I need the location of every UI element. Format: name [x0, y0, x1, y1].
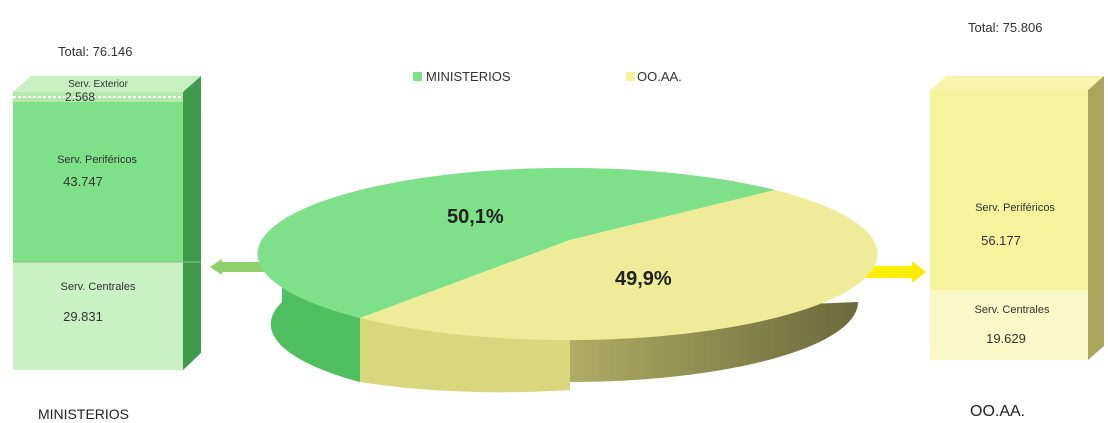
legend-label-ministerios: MINISTERIOS: [426, 69, 511, 84]
pie-label-ministerios: 50,1%: [447, 206, 504, 228]
ministerios-bar-top-face: [13, 76, 201, 92]
ministerios-total: Total: 76.146: [58, 44, 132, 59]
ooaa-segment-perifericos: [930, 90, 1088, 290]
ministerios-bar-title: MINISTERIOS: [38, 406, 129, 422]
ministerios-perifericos-value: 43.747: [63, 174, 103, 189]
legend: MINISTERIOS OO.AA.: [413, 69, 682, 84]
ministerios-segment-centrales: [13, 262, 183, 370]
ooaa-segment-centrales: [930, 290, 1088, 360]
pie-slice-ooaa: [360, 190, 878, 341]
pie-side-ministerios: [270, 240, 360, 382]
ooaa-total: Total: 75.806: [968, 20, 1042, 35]
ooaa-bar-top-face: [930, 76, 1104, 90]
pie-slice-ministerios: [257, 167, 775, 318]
ooaa-perifericos-value: 56.177: [981, 233, 1021, 248]
legend-swatch-ministerios: [413, 72, 422, 81]
legend-label-ooaa: OO.AA.: [637, 69, 682, 84]
ministerios-exterior-value: 2.568: [65, 90, 95, 104]
ministerios-perifericos-name: Serv. Periféricos: [57, 154, 137, 166]
ministerios-bar: [13, 76, 201, 370]
ooaa-centrales-name: Serv. Centrales: [975, 304, 1050, 316]
ooaa-bar: [930, 76, 1104, 360]
ministerios-centrales-name: Serv. Centrales: [61, 281, 136, 293]
legend-swatch-ooaa: [626, 72, 635, 81]
pie-chart: [257, 167, 878, 393]
pie-label-ooaa: 49,9%: [615, 268, 672, 290]
ooaa-centrales-value: 19.629: [986, 331, 1026, 346]
ministerios-centrales-value: 29.831: [63, 309, 103, 324]
ooaa-perifericos-name: Serv. Periféricos: [975, 202, 1055, 214]
ooaa-bar-side-face: [1088, 76, 1104, 360]
ministerios-exterior-name: Serv. Exterior: [68, 79, 128, 90]
ministerios-segment-perifericos: [13, 102, 183, 262]
ministerios-bar-side-face: [183, 76, 201, 370]
ooaa-bar-title: OO.AA.: [970, 403, 1025, 420]
